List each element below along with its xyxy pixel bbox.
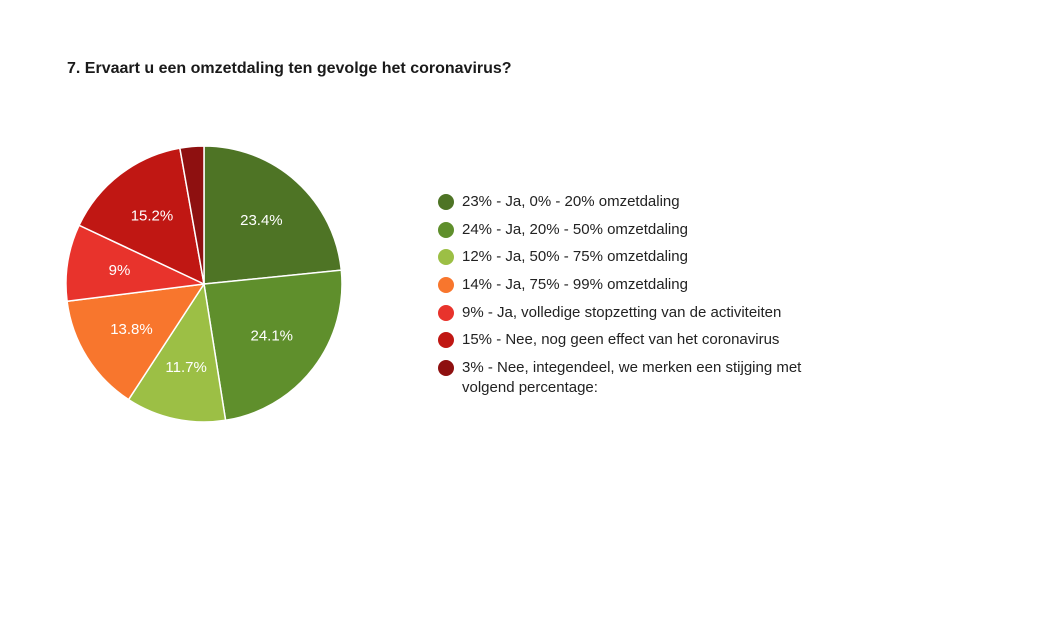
slice-label-4: 9% (109, 262, 131, 279)
chart-title: 7. Ervaart u een omzetdaling ten gevolge… (67, 60, 512, 77)
pie-slice-1 (203, 269, 343, 422)
legend-item-1: 24% - Ja, 20% - 50% omzetdaling (438, 220, 858, 248)
legend-label-0: 23% - Ja, 0% - 20% omzetdaling (462, 193, 680, 210)
legend-swatch-1 (438, 221, 454, 238)
slice-label-1: 24.1% (250, 328, 293, 345)
pie-slice-5 (78, 147, 205, 286)
pie-slice-2 (127, 281, 227, 423)
legend-swatch-6 (438, 360, 454, 377)
legend-item-0: 23% - Ja, 0% - 20% omzetdaling (438, 192, 858, 220)
chart-legend: 23% - Ja, 0% - 20% omzetdaling 24% - Ja, … (438, 192, 858, 398)
legend-label-2: 12% - Ja, 50% - 75% omzetdaling (462, 248, 688, 266)
slice-label-2: 11.7% (165, 359, 206, 376)
legend-label-6: 3% - Nee, integendeel, we merken een sti… (462, 359, 802, 397)
slice-label-0: 23.4% (240, 212, 283, 229)
pie-slice-6 (178, 145, 205, 285)
legend-label-3: 14% - Ja, 75% - 99% omzetdaling (462, 276, 688, 294)
legend-swatch-5 (438, 332, 454, 349)
slice-label-3: 13.8% (110, 321, 153, 338)
legend-swatch-0 (438, 194, 454, 210)
legend-swatch-3 (438, 277, 454, 294)
legend-label-4: 9% - Ja, volledige stopzetting van de ac… (462, 303, 782, 321)
legend-item-4: 9% - Ja, volledige stopzetting van de ac… (438, 303, 858, 331)
legend-label-5: 15% - Nee, nog geen effect van het coron… (462, 331, 780, 349)
slice-label-5: 15.2% (131, 208, 174, 225)
legend-label-1: 24% - Ja, 20% - 50% omzetdaling (462, 220, 688, 238)
legend-swatch-2 (438, 249, 454, 266)
pie-labels: 23.4% 24.1% 11.7% 13.8% 9% 15.2% (109, 208, 293, 377)
legend-item-3: 14% - Ja, 75% - 99% omzetdaling (438, 275, 858, 303)
legend-item-2: 12% - Ja, 50% - 75% omzetdaling (438, 247, 858, 275)
pie-slices (65, 145, 343, 423)
legend-item-5: 15% - Nee, nog geen effect van het coron… (438, 330, 858, 358)
legend-swatch-4 (438, 304, 454, 321)
pie-slice-0 (203, 145, 343, 285)
pie-slice-3 (66, 283, 206, 401)
legend-item-6: 3% - Nee, integendeel, we merken een sti… (438, 358, 858, 398)
